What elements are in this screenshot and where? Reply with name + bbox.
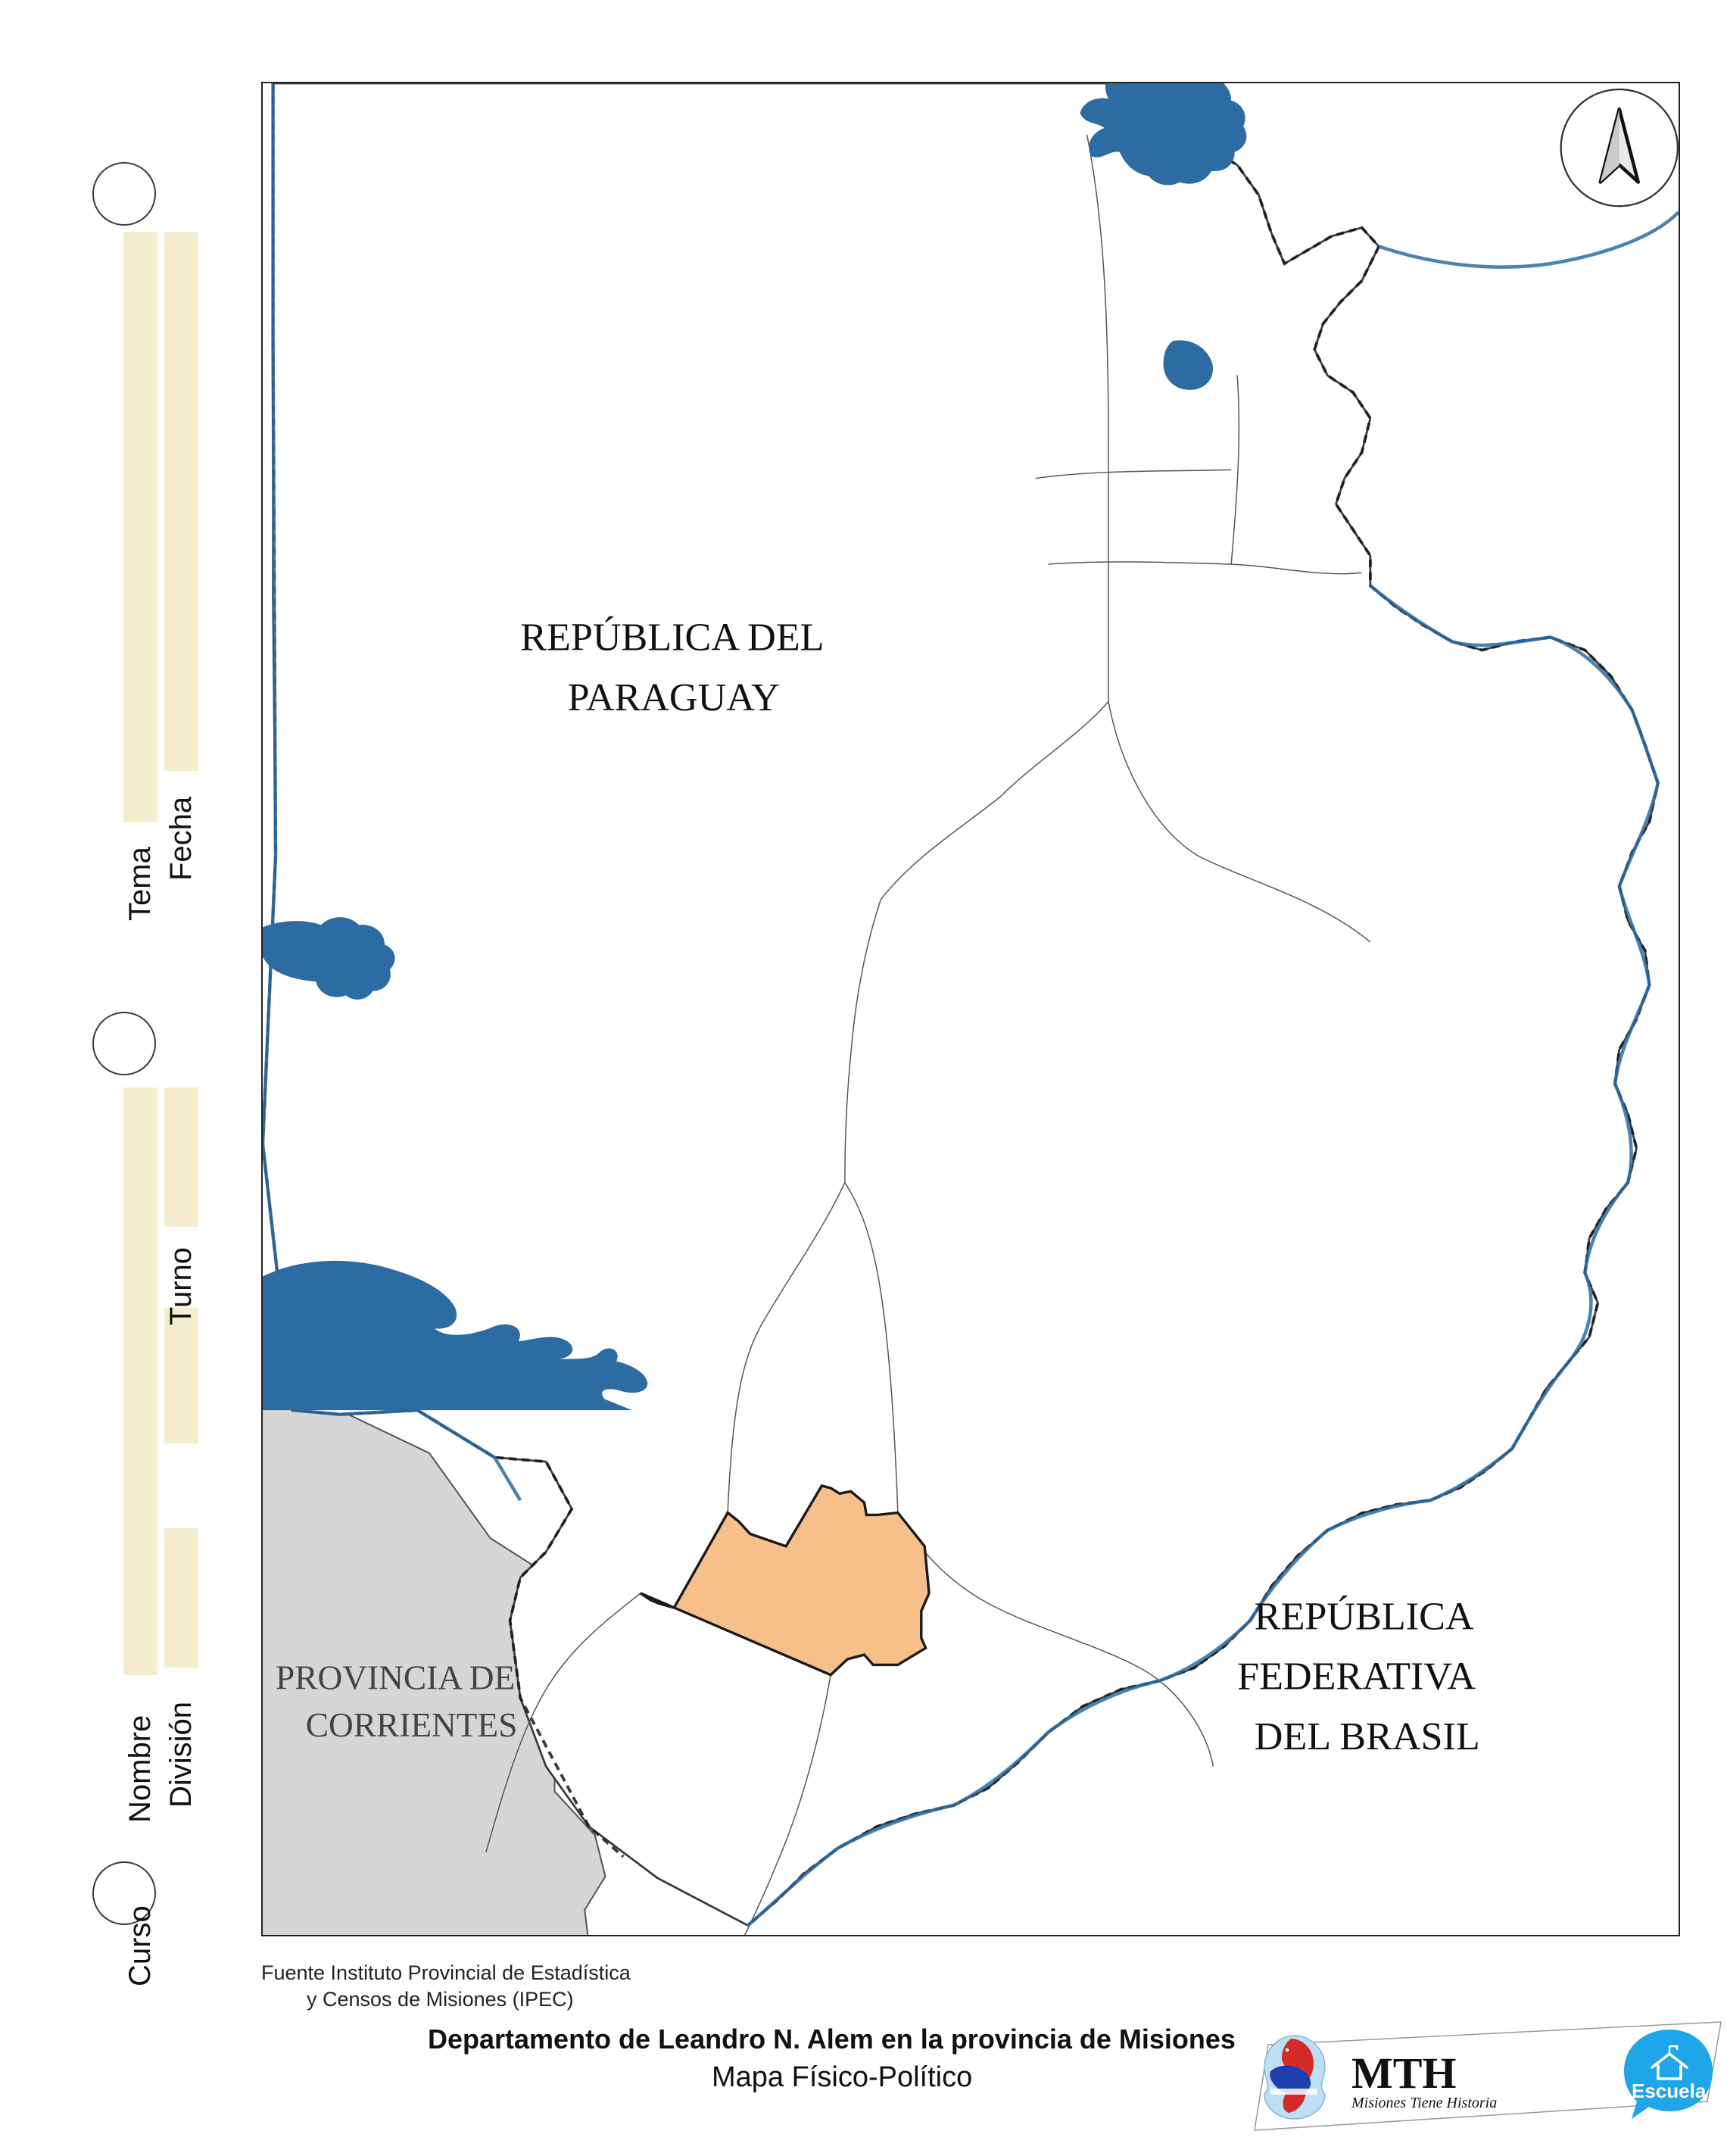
svg-text:PROVINCIA DE: PROVINCIA DE [276,1659,515,1697]
svg-text:Misiones Tiene Historia: Misiones Tiene Historia [1351,2095,1497,2111]
svg-text:PARAGUAY: PARAGUAY [568,676,780,719]
svg-text:Escuela: Escuela [1632,2080,1707,2102]
svg-text:FEDERATIVA: FEDERATIVA [1237,1655,1476,1699]
svg-text:MTH: MTH [1351,2048,1457,2098]
svg-text:CORRIENTES: CORRIENTES [306,1706,518,1744]
svg-text:DEL BRASIL: DEL BRASIL [1255,1715,1480,1758]
svg-text:REPÚBLICA: REPÚBLICA [1255,1594,1474,1638]
svg-text:REPÚBLICA DEL: REPÚBLICA DEL [520,615,824,659]
